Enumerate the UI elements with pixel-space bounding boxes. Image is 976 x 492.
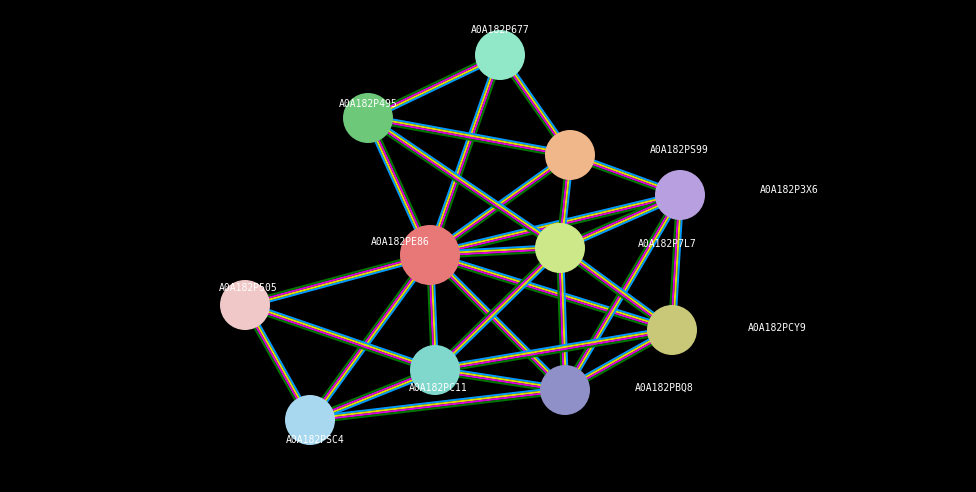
- Text: A0A182P3X6: A0A182P3X6: [760, 185, 819, 195]
- Circle shape: [220, 280, 270, 330]
- Text: A0A182P495: A0A182P495: [339, 99, 397, 109]
- Circle shape: [285, 395, 335, 445]
- Circle shape: [343, 93, 393, 143]
- Circle shape: [535, 223, 585, 273]
- Circle shape: [410, 345, 460, 395]
- Circle shape: [475, 30, 525, 80]
- Circle shape: [400, 225, 460, 285]
- Text: A0A182PBQ8: A0A182PBQ8: [635, 383, 694, 393]
- Text: A0A182PE86: A0A182PE86: [371, 237, 430, 247]
- Circle shape: [647, 305, 697, 355]
- Text: A0A182P505: A0A182P505: [219, 283, 277, 293]
- Circle shape: [545, 130, 595, 180]
- Circle shape: [655, 170, 705, 220]
- Text: A0A182PCY9: A0A182PCY9: [748, 323, 807, 333]
- Text: A0A182P677: A0A182P677: [470, 25, 529, 35]
- Text: A0A182PS99: A0A182PS99: [650, 145, 709, 155]
- Text: A0A182PSC4: A0A182PSC4: [286, 435, 345, 445]
- Text: A0A182P7L7: A0A182P7L7: [638, 239, 697, 249]
- Text: A0A182PC11: A0A182PC11: [409, 383, 468, 393]
- Circle shape: [540, 365, 590, 415]
